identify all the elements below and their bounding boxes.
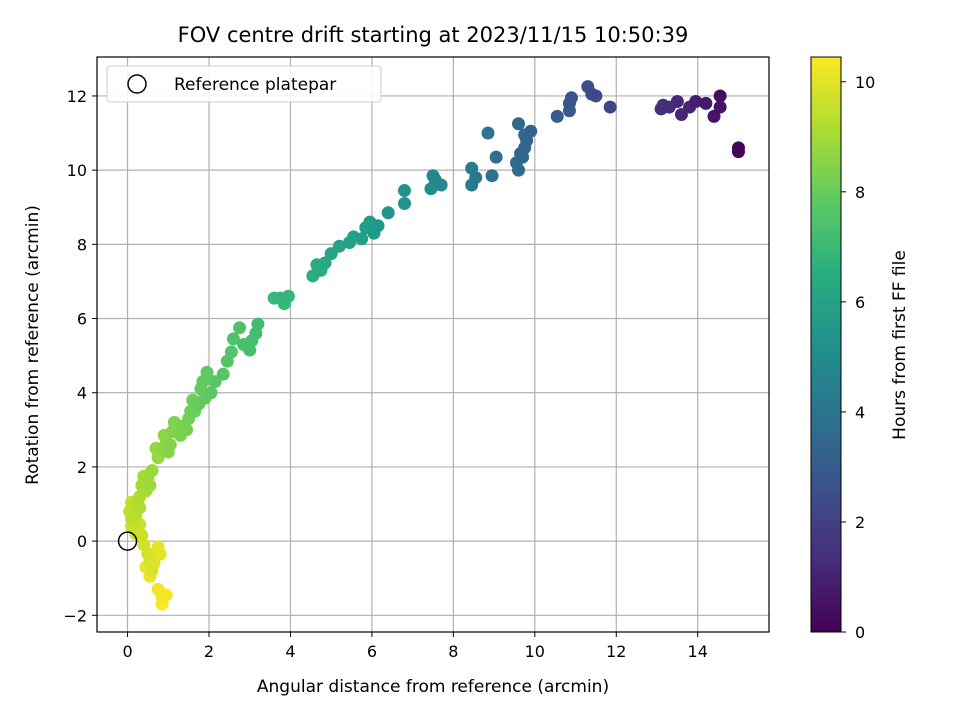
y-tick-label: 8 [77, 235, 87, 254]
x-tick-label: 6 [367, 642, 377, 661]
scatter-point [163, 438, 177, 452]
scatter-point [151, 582, 165, 596]
scatter-point [381, 206, 395, 220]
x-tick-label: 10 [525, 642, 545, 661]
scatter-point [371, 219, 385, 233]
colorbar-tick-label: 2 [855, 513, 865, 532]
y-tick-label: 10 [67, 161, 87, 180]
scatter-point [731, 145, 745, 159]
y-tick-label: 12 [67, 87, 87, 106]
x-axis-ticks: 0 2 4 6 8 10 12 14 [122, 632, 708, 661]
scatter-point [145, 464, 159, 478]
y-axis-ticks: −2 0 2 4 6 8 10 12 [63, 87, 97, 625]
legend-box [106, 65, 382, 103]
scatter-point [355, 232, 369, 246]
scatter-point [489, 150, 503, 164]
colorbar-tick-label: 0 [855, 623, 865, 642]
legend-marker [127, 74, 147, 94]
reference-marker [117, 531, 138, 551]
scatter-point [226, 332, 240, 346]
y-tick-label: −2 [63, 606, 87, 625]
legend-label: Reference platepar [174, 75, 336, 95]
scatter-point [224, 345, 238, 359]
scatter-point [524, 124, 538, 138]
colorbar: 0 2 4 6 8 10 Hours from first FF file [810, 56, 910, 642]
scatter-point [512, 163, 526, 177]
scatter-point [670, 95, 684, 109]
plot-frame [96, 56, 770, 633]
grid [97, 57, 769, 632]
x-tick-label: 12 [606, 642, 626, 661]
y-tick-label: 0 [77, 532, 87, 551]
scatter-point [713, 89, 727, 103]
scatter-point [512, 117, 526, 131]
scatter-point [397, 184, 411, 198]
scatter-point [216, 367, 230, 381]
x-axis-label: Angular distance from reference (arcmin) [257, 677, 609, 697]
scatter-points [123, 80, 745, 611]
scatter-point [200, 365, 214, 379]
scatter-point [180, 423, 194, 437]
scatter-point [485, 169, 499, 183]
x-tick-label: 14 [688, 642, 708, 661]
scatter-point [434, 178, 448, 192]
scatter-point [233, 321, 247, 335]
x-tick-label: 2 [204, 642, 214, 661]
y-tick-label: 2 [77, 458, 87, 477]
scatter-point [589, 89, 603, 103]
scatter-point [397, 197, 411, 211]
scatter-point [133, 501, 147, 515]
scatter-point [713, 100, 727, 114]
scatter-point [550, 109, 564, 123]
scatter-point [143, 478, 157, 492]
scatter-point [603, 100, 617, 114]
y-tick-label: 6 [77, 310, 87, 329]
colorbar-label: Hours from first FF file [890, 250, 910, 440]
scatter-point [469, 171, 483, 185]
x-tick-label: 0 [122, 642, 132, 661]
legend: Reference platepar [106, 65, 382, 103]
y-tick-label: 4 [77, 384, 87, 403]
scatter-point [251, 317, 265, 331]
scatter-point [481, 126, 495, 140]
colorbar-ticks: 0 2 4 6 8 10 [841, 73, 875, 642]
x-tick-label: 4 [285, 642, 295, 661]
colorbar-tick-label: 10 [855, 73, 875, 92]
scatter-point [332, 239, 346, 253]
scatter-point [689, 95, 703, 109]
colorbar-gradient [810, 56, 842, 633]
scatter-point [564, 91, 578, 105]
scatter-point [318, 256, 332, 270]
colorbar-tick-label: 8 [855, 183, 865, 202]
colorbar-tick-label: 4 [855, 403, 865, 422]
reference-marker-layer [117, 531, 138, 551]
x-tick-label: 8 [448, 642, 458, 661]
scatter-point [707, 109, 721, 123]
scatter-point [204, 386, 218, 400]
chart-title: FOV centre drift starting at 2023/11/15 … [178, 23, 689, 47]
scatter-point [699, 96, 713, 110]
y-axis-label: Rotation from reference (arcmin) [23, 205, 43, 485]
colorbar-tick-label: 6 [855, 293, 865, 312]
scatter-point [281, 289, 295, 303]
